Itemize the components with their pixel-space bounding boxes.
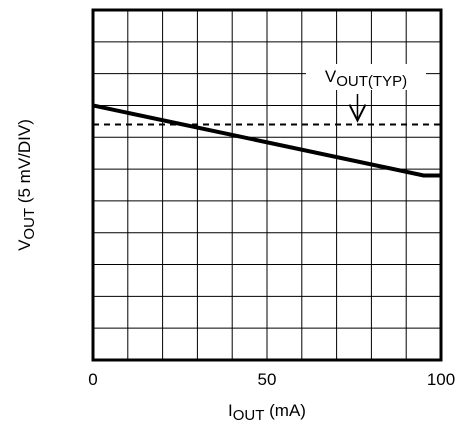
annotation-arrow-head xyxy=(348,104,367,123)
annotation-label-background xyxy=(306,64,426,90)
x-axis-label-rest: (mA) xyxy=(264,401,306,420)
x-axis-label-main: I xyxy=(228,401,233,420)
y-axis-label-main: V xyxy=(15,239,34,251)
y-axis-label-rest: (5 mV/DIV) xyxy=(15,119,34,208)
x-axis-label-sub: OUT xyxy=(233,407,265,424)
series-vout-line xyxy=(92,103,441,178)
plot-frame xyxy=(91,8,443,362)
annotation-label-main: V xyxy=(325,67,337,86)
annotation-layer: VOUT(TYP) xyxy=(306,64,426,123)
x-tick-label: 100 xyxy=(427,370,455,389)
y-axis-label-sub: OUT xyxy=(21,208,38,240)
x-tick-labels: 0 50 100 xyxy=(88,370,455,389)
x-tick-label: 50 xyxy=(258,370,277,389)
y-axis-label: VOUT (5 mV/DIV) xyxy=(15,119,38,251)
annotation-label-sub: OUT(TYP) xyxy=(336,73,407,90)
grid xyxy=(93,10,441,360)
annotation-label: VOUT(TYP) xyxy=(325,67,407,90)
x-tick-label: 0 xyxy=(88,370,97,389)
series-layer xyxy=(92,103,441,178)
x-axis-label: IOUT (mA) xyxy=(228,401,306,424)
